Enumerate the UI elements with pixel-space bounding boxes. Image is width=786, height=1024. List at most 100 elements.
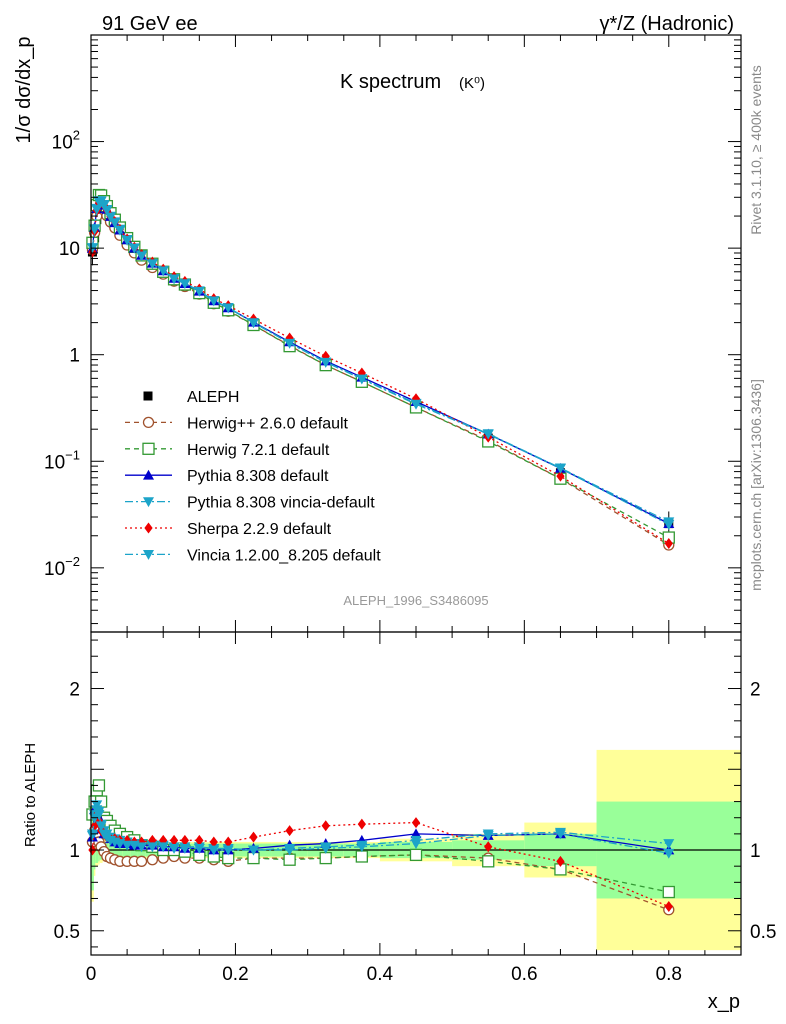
legend-label-0: Herwig++ 2.6.0 default bbox=[187, 415, 349, 432]
series-5-main-point bbox=[157, 266, 169, 277]
series-4-ratio-point bbox=[664, 901, 673, 913]
series-5-ratio-point bbox=[663, 848, 675, 859]
ratio-frame bbox=[90, 631, 742, 956]
series-1-ratio-point bbox=[283, 853, 296, 866]
series-4-ratio-point bbox=[180, 834, 190, 846]
series-5-main-point bbox=[356, 374, 368, 385]
legend-label-data: ALEPH bbox=[187, 389, 239, 406]
y-tick-label: 10−1 bbox=[44, 447, 80, 473]
series-5-main-point bbox=[91, 204, 103, 215]
legend: ALEPH Herwig++ 2.6.0 default Herwig 7.2.1 … bbox=[125, 389, 381, 564]
mcplots-note: mcplots.cern.ch [arXiv:1306.3436] bbox=[748, 379, 764, 591]
legend-marker-1 bbox=[142, 442, 155, 455]
series-5-main-point bbox=[320, 357, 332, 368]
series-5-ratio-point bbox=[222, 845, 234, 856]
legend-marker-3 bbox=[143, 497, 154, 508]
y-tick-label: 10 bbox=[59, 239, 80, 260]
series-5-main-point bbox=[98, 200, 110, 211]
series-5-ratio-point bbox=[284, 845, 296, 856]
series-5-main-point bbox=[146, 259, 158, 270]
series-1-ratio-point bbox=[662, 885, 675, 899]
series-1-ratio-point bbox=[409, 848, 423, 862]
series-5-ratio-point bbox=[121, 840, 133, 851]
series-5-main-point bbox=[105, 212, 116, 223]
chart-title-sub: (K⁰) bbox=[459, 75, 485, 92]
ratio-y-tick-label: 1 bbox=[69, 841, 80, 862]
ratio-y-tick-label-right: 2 bbox=[750, 680, 761, 701]
ratio-y-tick-label-right: 0.5 bbox=[750, 922, 776, 943]
series-2-main-line bbox=[91, 201, 670, 525]
y-tick-label: 10−2 bbox=[44, 554, 80, 580]
legend-marker-2 bbox=[143, 469, 154, 480]
header-left: 91 GeV ee bbox=[102, 13, 198, 35]
series-4-ratio-point bbox=[169, 834, 179, 846]
series-5-ratio-point bbox=[157, 842, 169, 853]
series-4-ratio-point bbox=[484, 841, 493, 853]
x-tick-label: 0.8 bbox=[656, 964, 682, 985]
series-5-ratio-point bbox=[168, 844, 180, 854]
series-5-main-point bbox=[109, 218, 121, 229]
series-5-ratio-point bbox=[86, 829, 98, 840]
series-4-ratio-point bbox=[224, 836, 233, 848]
rivet-note: Rivet 3.1.10, ≥ 400k events bbox=[748, 65, 764, 235]
series-5-ratio-point bbox=[208, 845, 220, 856]
series-5-ratio-point bbox=[136, 842, 148, 853]
series-5-main-point bbox=[101, 205, 113, 216]
series-5-ratio-point bbox=[554, 829, 566, 840]
series-3-ratio-point bbox=[663, 839, 675, 850]
series-4-ratio-point bbox=[556, 855, 565, 867]
series-3-main-line bbox=[91, 199, 670, 523]
series-5-ratio-point bbox=[146, 842, 158, 853]
series-4-ratio-point bbox=[209, 836, 218, 848]
series-5-main-point bbox=[114, 225, 126, 236]
series-0-main-line bbox=[91, 205, 670, 546]
series-4-ratio-point bbox=[195, 834, 204, 846]
x-tick-label: 0.4 bbox=[367, 964, 394, 985]
series-5-main-point bbox=[410, 399, 422, 410]
series-5-main-line bbox=[91, 200, 670, 526]
series-2-ratio-point bbox=[410, 828, 422, 839]
legend-marker-4 bbox=[144, 522, 153, 534]
series-5-main-point bbox=[482, 429, 494, 440]
legend-label-2: Pythia 8.308 default bbox=[187, 468, 329, 485]
series-4-main-line bbox=[91, 201, 670, 545]
series-4-ratio-point bbox=[285, 825, 294, 837]
series-5-main-point bbox=[179, 279, 191, 290]
main-frame bbox=[90, 34, 742, 633]
series-1-ratio-point bbox=[355, 850, 368, 863]
series-5-main-point bbox=[89, 224, 101, 235]
header-right: γ*/Z (Hadronic) bbox=[600, 13, 734, 35]
series-4-ratio-point bbox=[411, 817, 421, 829]
series-4-main-point bbox=[556, 470, 565, 482]
series-4-main-point bbox=[664, 538, 673, 550]
ratio-y-tick-label: 2 bbox=[69, 680, 80, 701]
y-axis-label-ratio: Ratio to ALEPH bbox=[22, 743, 39, 847]
series-0-ratio-point bbox=[135, 855, 148, 867]
series-5-ratio-point bbox=[248, 845, 259, 856]
series-5-main-point bbox=[128, 243, 140, 254]
series-5-main-point bbox=[193, 286, 205, 297]
x-tick-label: 0.2 bbox=[222, 964, 248, 985]
series-5-ratio-point bbox=[320, 844, 332, 854]
series-5-main-point bbox=[168, 274, 180, 285]
series-5-ratio-point bbox=[95, 821, 107, 832]
legend-label-1: Herwig 7.2.1 default bbox=[187, 442, 330, 459]
series-5-ratio-line bbox=[91, 807, 669, 854]
legend-marker-0 bbox=[142, 416, 155, 429]
y-tick-label: 102 bbox=[52, 128, 80, 154]
series-5-ratio-point bbox=[410, 839, 422, 850]
series-0-ratio-point bbox=[146, 854, 159, 866]
series-4-ratio-point bbox=[321, 820, 330, 832]
series-5-main-point bbox=[248, 318, 259, 329]
chart-title: K spectrum bbox=[340, 71, 441, 93]
series-5-ratio-point bbox=[193, 844, 205, 854]
analysis-id: ALEPH_1996_S3486095 bbox=[343, 593, 488, 608]
main-panel: 10−2 10−1 1 10 102 bbox=[44, 34, 742, 955]
legend-label-5: Vincia 1.2.00_8.205 default bbox=[187, 547, 381, 564]
series-1-main-line bbox=[91, 194, 670, 539]
ratio-panel: 0 0.2 0.4 0.6 0.8 0.5 0.5 1 1 2 2 bbox=[54, 631, 776, 985]
x-tick-label: 0 bbox=[86, 964, 97, 985]
series-5-main-point bbox=[136, 251, 148, 262]
series-5-ratio-point bbox=[356, 842, 368, 853]
